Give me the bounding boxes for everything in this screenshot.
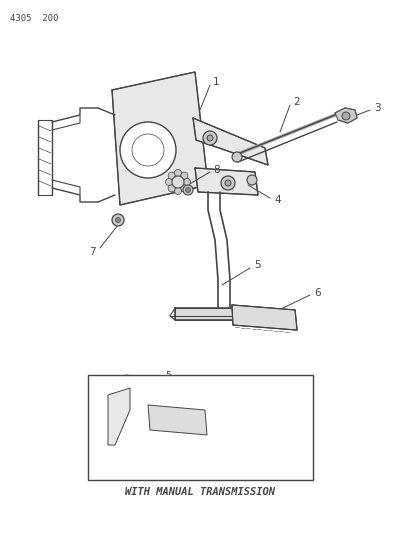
Circle shape	[232, 152, 242, 162]
Polygon shape	[112, 72, 208, 205]
Text: 7: 7	[89, 247, 96, 257]
Text: 6: 6	[218, 392, 224, 400]
Bar	[88, 375, 313, 480]
Circle shape	[115, 217, 120, 222]
Circle shape	[112, 214, 124, 226]
Text: 1: 1	[213, 77, 220, 87]
Circle shape	[168, 185, 175, 192]
Circle shape	[172, 176, 184, 188]
Text: 2: 2	[293, 97, 299, 107]
Circle shape	[120, 122, 176, 178]
Circle shape	[181, 185, 188, 192]
Text: 6: 6	[314, 288, 321, 298]
Circle shape	[203, 131, 217, 145]
Polygon shape	[335, 108, 357, 123]
Circle shape	[183, 185, 193, 195]
Text: 4305  200: 4305 200	[10, 14, 58, 23]
Text: 3: 3	[374, 103, 381, 113]
Text: 8: 8	[213, 165, 220, 175]
Polygon shape	[232, 305, 297, 330]
Circle shape	[181, 172, 188, 179]
Circle shape	[207, 135, 213, 141]
Polygon shape	[148, 405, 207, 435]
Circle shape	[168, 172, 175, 179]
Text: 4: 4	[274, 195, 281, 205]
Text: 5: 5	[165, 372, 171, 381]
Circle shape	[184, 179, 191, 185]
Text: WITH MANUAL TRANSMISSION: WITH MANUAL TRANSMISSION	[125, 487, 275, 497]
Polygon shape	[175, 308, 255, 320]
Circle shape	[225, 180, 231, 186]
Circle shape	[186, 188, 191, 192]
Circle shape	[342, 112, 350, 120]
Circle shape	[175, 188, 182, 195]
Circle shape	[247, 175, 257, 185]
Polygon shape	[193, 118, 268, 165]
Text: 5: 5	[254, 260, 261, 270]
Circle shape	[166, 179, 173, 185]
Circle shape	[221, 176, 235, 190]
Circle shape	[175, 169, 182, 176]
Polygon shape	[108, 388, 130, 445]
Polygon shape	[195, 168, 258, 195]
